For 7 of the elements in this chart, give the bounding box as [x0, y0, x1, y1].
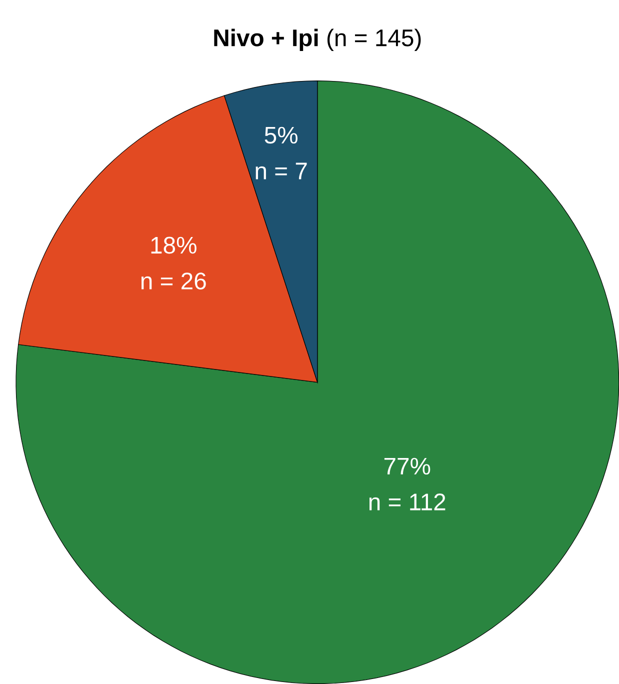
- chart-title: Nivo + Ipi (n = 145): [214, 28, 421, 52]
- data-label: 77%: [384, 458, 430, 475]
- slice-label: n = 112: [369, 494, 446, 510]
- slice-label: n = 26: [141, 272, 206, 290]
- data-label: 18%: [151, 236, 196, 254]
- slice-label: n = 7: [256, 162, 307, 180]
- data-label: 5%: [264, 126, 298, 144]
